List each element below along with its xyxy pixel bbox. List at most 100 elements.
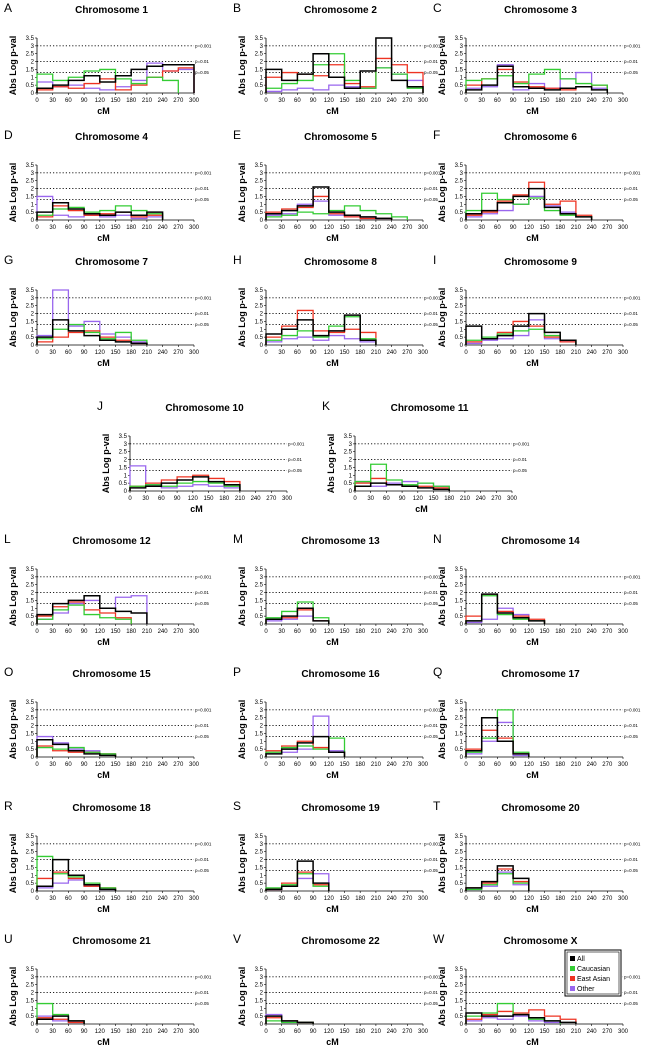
x-tick-label: 60 [294,1029,301,1035]
x-tick-label: 30 [278,629,285,635]
y-axis-label: Abs Log p-val [237,700,247,760]
series-line-all [465,65,609,93]
x-tick-label: 60 [294,629,301,635]
y-tick-label: 0 [31,889,35,895]
panel-w: W Chromosome X Abs Log p-val cM p=0.001 p=0.0… [433,932,641,1047]
threshold-label: p=0.01 [424,590,438,595]
series-line-caucasian [465,68,608,93]
y-tick-label: 2.5 [26,716,35,722]
x-tick-label: 120 [324,1029,335,1035]
y-tick-label: 0.5 [455,747,464,753]
x-tick-label: 0 [264,896,268,902]
y-tick-label: 1 [460,873,464,879]
panel-title: Chromosome 3 [504,5,577,16]
x-tick-label: 150 [203,496,214,502]
panel-b: B Chromosome 2 Abs Log p-val cM p=0.001 p=0.0… [233,1,441,116]
y-tick-label: 2.5 [255,179,264,185]
threshold-label: p=0.001 [424,707,441,712]
y-tick-label: 1.5 [255,194,264,200]
y-tick-label: 1.5 [26,865,35,871]
x-tick-label: 0 [264,762,268,768]
y-tick-label: 2 [460,312,464,318]
legend-swatch [570,976,575,981]
x-tick-label: 270 [602,762,613,768]
y-tick-label: 1 [31,1006,35,1012]
x-tick-label: 150 [539,98,550,104]
y-axis-label: Abs Log p-val [237,288,247,348]
legend-entry-label: East Asian [577,976,610,983]
x-tick-label: 270 [173,896,184,902]
x-tick-label: 120 [324,225,335,231]
x-tick-label: 300 [618,225,629,231]
x-tick-label: 30 [478,629,485,635]
x-tick-label: 0 [264,225,268,231]
x-axis-label: cM [97,637,110,647]
y-tick-label: 0.5 [26,614,35,620]
x-tick-label: 240 [387,762,398,768]
x-tick-label: 210 [371,762,382,768]
x-tick-label: 300 [618,98,629,104]
y-axis-label: Abs Log p-val [237,834,247,894]
x-tick-label: 30 [49,98,56,104]
panel-letter: Q [433,665,442,679]
panel-title: Chromosome 7 [75,257,148,268]
x-tick-label: 300 [418,896,429,902]
x-tick-label: 0 [353,496,357,502]
y-tick-label: 0.5 [255,614,264,620]
panel-title: Chromosome 19 [301,803,380,814]
panel-letter: R [4,799,13,813]
threshold-label: p=0.001 [624,974,641,979]
x-tick-label: 300 [618,1029,629,1035]
panel-r: R Chromosome 18 Abs Log p-val cM p=0.001 p=0.… [4,799,212,914]
panel-i: I Chromosome 9 Abs Log p-val cM p=0.001 p=0.0… [433,253,641,368]
y-tick-label: 2 [349,458,353,464]
panel-letter: E [233,128,241,142]
x-tick-label: 240 [387,629,398,635]
x-tick-label: 60 [383,496,390,502]
series-line-all [265,37,424,93]
x-tick-label: 210 [142,98,153,104]
x-tick-label: 240 [587,225,598,231]
x-tick-label: 270 [602,1029,613,1035]
x-tick-label: 120 [524,225,535,231]
x-tick-label: 30 [367,496,374,502]
y-tick-label: 3 [460,842,464,848]
y-axis-label: Abs Log p-val [437,567,447,627]
y-tick-label: 0.5 [255,747,264,753]
x-tick-label: 150 [110,762,121,768]
x-tick-label: 300 [189,896,200,902]
y-tick-label: 3.5 [119,434,128,440]
panel-letter: S [233,799,241,813]
panel-letter: T [433,799,441,813]
y-tick-label: 3 [260,842,264,848]
x-tick-label: 210 [142,896,153,902]
y-tick-label: 3 [260,975,264,981]
x-tick-label: 270 [402,98,413,104]
panel-c: C Chromosome 3 Abs Log p-val cM p=0.001 p=0.0… [433,1,641,116]
threshold-label: p=0.001 [624,841,641,846]
y-tick-label: 2.5 [255,304,264,310]
x-tick-label: 30 [278,896,285,902]
x-tick-label: 180 [126,896,137,902]
y-tick-label: 0.5 [255,83,264,89]
series-line-caucasian [36,746,117,757]
y-tick-label: 1 [460,606,464,612]
threshold-label: p=0.05 [424,197,438,202]
panel-n: N Chromosome 14 Abs Log p-val cM p=0.001 p=0.… [433,532,641,647]
y-tick-label: 2.5 [455,179,464,185]
x-tick-label: 240 [387,1029,398,1035]
y-tick-label: 0.5 [255,1014,264,1020]
y-tick-label: 0.5 [455,614,464,620]
panel-title: Chromosome 5 [304,132,377,143]
y-tick-label: 0 [31,343,35,349]
y-tick-label: 2 [260,724,264,730]
series-line-caucasian [36,604,132,624]
y-tick-label: 3 [31,171,35,177]
y-tick-label: 2 [260,858,264,864]
series-line-all [265,1015,314,1024]
x-tick-label: 90 [81,629,88,635]
y-tick-label: 1.5 [26,67,35,73]
x-axis-label: cM [526,358,539,368]
x-tick-label: 90 [310,762,317,768]
x-tick-label: 180 [555,762,566,768]
